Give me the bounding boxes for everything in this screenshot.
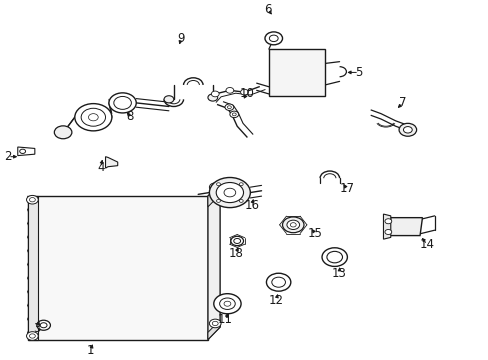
Circle shape: [230, 236, 243, 246]
Circle shape: [211, 91, 219, 97]
Circle shape: [216, 183, 220, 186]
Polygon shape: [268, 49, 325, 96]
Polygon shape: [27, 196, 207, 339]
Circle shape: [239, 183, 243, 186]
Text: 14: 14: [419, 238, 434, 251]
Text: 15: 15: [307, 227, 322, 240]
Circle shape: [224, 104, 233, 111]
Polygon shape: [207, 184, 220, 339]
Circle shape: [326, 251, 342, 263]
Circle shape: [29, 198, 35, 202]
Text: 1: 1: [87, 344, 95, 357]
Polygon shape: [105, 157, 118, 168]
Circle shape: [271, 277, 285, 287]
Text: 3: 3: [34, 322, 41, 335]
Text: 8: 8: [126, 110, 133, 123]
Circle shape: [209, 177, 250, 208]
Text: 18: 18: [228, 247, 243, 260]
Text: 16: 16: [244, 199, 259, 212]
Circle shape: [290, 223, 296, 227]
Circle shape: [240, 89, 248, 95]
Circle shape: [75, 104, 112, 131]
Text: 11: 11: [217, 313, 232, 327]
Text: 13: 13: [331, 267, 346, 280]
Circle shape: [209, 183, 221, 192]
Circle shape: [282, 217, 304, 233]
Circle shape: [20, 149, 25, 153]
Polygon shape: [207, 320, 220, 339]
Text: 7: 7: [398, 96, 406, 109]
Circle shape: [225, 87, 233, 93]
Circle shape: [239, 199, 243, 202]
Polygon shape: [18, 147, 35, 156]
Circle shape: [37, 320, 50, 330]
Circle shape: [269, 35, 278, 41]
Circle shape: [229, 111, 238, 118]
Polygon shape: [207, 184, 220, 207]
Circle shape: [40, 323, 47, 328]
Circle shape: [266, 273, 290, 291]
Circle shape: [219, 298, 235, 310]
Text: 5: 5: [355, 66, 362, 79]
Circle shape: [212, 321, 218, 325]
Circle shape: [403, 127, 411, 133]
Circle shape: [233, 238, 240, 243]
Circle shape: [54, 126, 72, 139]
Circle shape: [322, 248, 346, 266]
Circle shape: [26, 332, 38, 340]
Polygon shape: [387, 218, 422, 235]
Circle shape: [398, 123, 416, 136]
Circle shape: [384, 229, 391, 234]
Circle shape: [29, 334, 35, 338]
Circle shape: [384, 219, 391, 224]
Circle shape: [224, 188, 235, 197]
Circle shape: [213, 294, 241, 314]
Text: 12: 12: [268, 294, 283, 307]
Text: 6: 6: [264, 3, 271, 16]
Circle shape: [286, 220, 299, 229]
Circle shape: [264, 32, 282, 45]
Circle shape: [216, 199, 220, 202]
Circle shape: [216, 183, 243, 203]
Circle shape: [109, 93, 136, 113]
Circle shape: [26, 195, 38, 204]
Circle shape: [212, 185, 218, 189]
Circle shape: [207, 94, 217, 101]
Text: 2: 2: [4, 150, 12, 163]
Circle shape: [209, 319, 221, 328]
Text: 10: 10: [239, 87, 254, 100]
Circle shape: [163, 96, 173, 103]
Text: 9: 9: [177, 32, 184, 45]
Circle shape: [232, 113, 236, 116]
Circle shape: [227, 106, 231, 109]
Circle shape: [224, 301, 230, 306]
Polygon shape: [383, 214, 390, 239]
Text: 17: 17: [339, 183, 354, 195]
Text: 4: 4: [97, 161, 104, 174]
Polygon shape: [27, 196, 38, 339]
